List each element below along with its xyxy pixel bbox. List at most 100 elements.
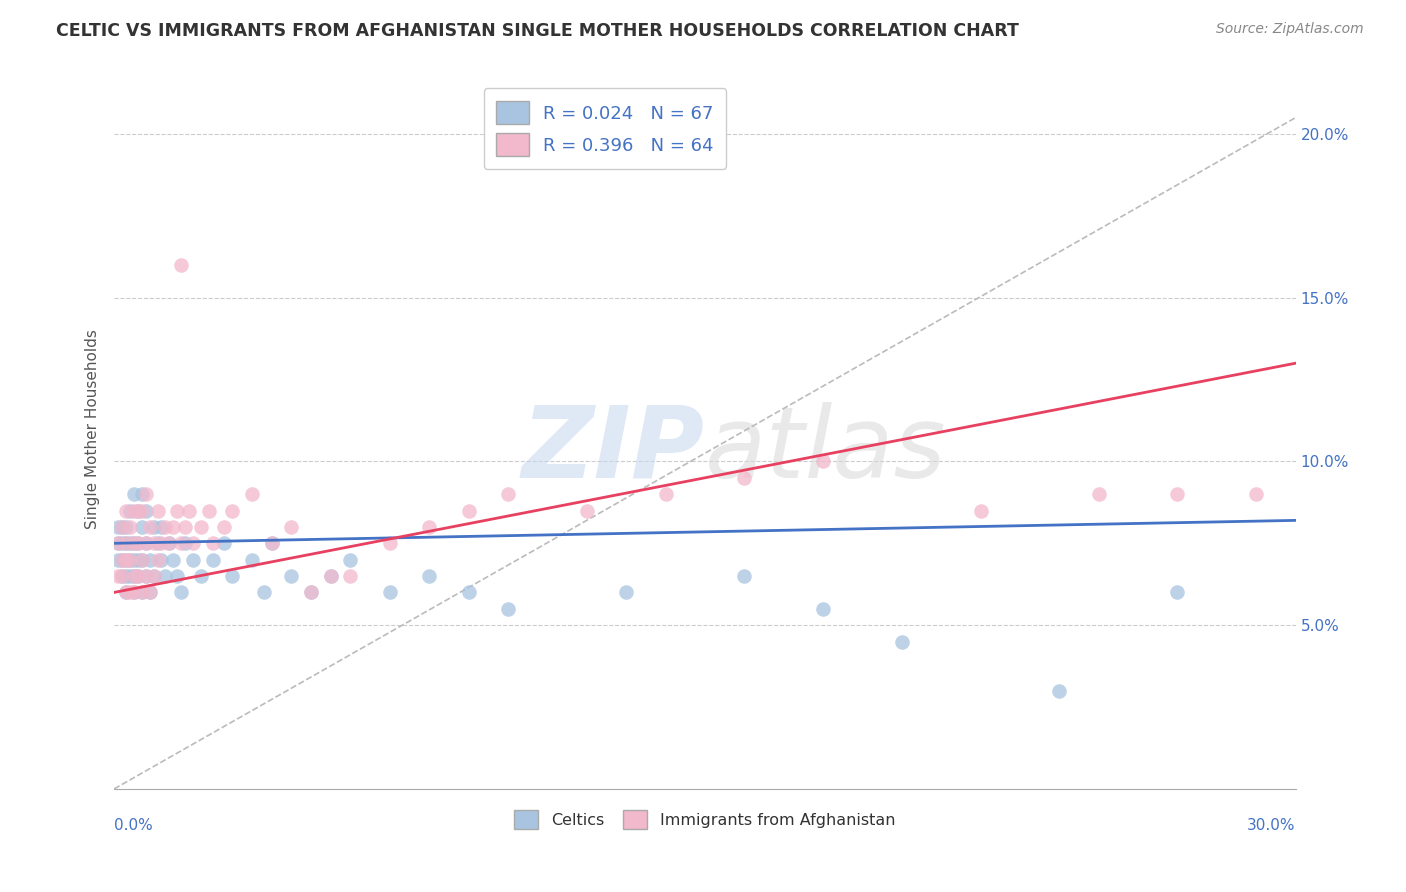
Point — [170, 585, 193, 599]
Point — [122, 569, 145, 583]
Point — [457, 503, 479, 517]
Point — [214, 520, 236, 534]
Point — [496, 487, 519, 501]
Point — [181, 552, 204, 566]
Point — [733, 569, 755, 583]
Point — [131, 520, 153, 534]
Point — [260, 536, 283, 550]
Point — [214, 536, 236, 550]
Point — [122, 503, 145, 517]
Point — [201, 552, 224, 566]
Point — [118, 552, 141, 566]
Point — [118, 503, 141, 517]
Point — [107, 569, 129, 583]
Point — [142, 569, 165, 583]
Point — [146, 552, 169, 566]
Point — [127, 569, 149, 583]
Point — [174, 536, 197, 550]
Point — [122, 487, 145, 501]
Point — [122, 552, 145, 566]
Y-axis label: Single Mother Households: Single Mother Households — [86, 329, 100, 529]
Point — [890, 634, 912, 648]
Point — [319, 569, 342, 583]
Point — [166, 569, 188, 583]
Point — [138, 520, 160, 534]
Point — [299, 585, 322, 599]
Point — [319, 569, 342, 583]
Point — [115, 552, 138, 566]
Point — [118, 569, 141, 583]
Point — [135, 536, 157, 550]
Point — [115, 585, 138, 599]
Point — [177, 503, 200, 517]
Point — [146, 536, 169, 550]
Point — [115, 520, 138, 534]
Text: ZIP: ZIP — [522, 401, 704, 499]
Point — [118, 552, 141, 566]
Point — [170, 258, 193, 272]
Point — [575, 503, 598, 517]
Point — [280, 520, 302, 534]
Point — [150, 536, 173, 550]
Point — [811, 601, 834, 615]
Point — [150, 552, 173, 566]
Point — [1244, 487, 1267, 501]
Point — [122, 585, 145, 599]
Point — [131, 503, 153, 517]
Point — [118, 520, 141, 534]
Point — [107, 536, 129, 550]
Point — [122, 569, 145, 583]
Point — [339, 569, 361, 583]
Point — [155, 569, 177, 583]
Point — [155, 520, 177, 534]
Point — [131, 552, 153, 566]
Point — [339, 552, 361, 566]
Point — [107, 552, 129, 566]
Point — [115, 536, 138, 550]
Point — [111, 520, 134, 534]
Point — [111, 552, 134, 566]
Point — [496, 601, 519, 615]
Point — [157, 536, 180, 550]
Point — [190, 520, 212, 534]
Point — [122, 536, 145, 550]
Point — [127, 503, 149, 517]
Point — [969, 503, 991, 517]
Point — [138, 585, 160, 599]
Point — [127, 536, 149, 550]
Point — [115, 585, 138, 599]
Point — [127, 536, 149, 550]
Text: atlas: atlas — [704, 401, 946, 499]
Point — [201, 536, 224, 550]
Point — [107, 520, 129, 534]
Point — [378, 585, 401, 599]
Point — [142, 569, 165, 583]
Point — [240, 552, 263, 566]
Point — [418, 520, 440, 534]
Point — [162, 520, 184, 534]
Point — [111, 536, 134, 550]
Point — [811, 454, 834, 468]
Point — [118, 585, 141, 599]
Point — [127, 552, 149, 566]
Point — [181, 536, 204, 550]
Point — [253, 585, 276, 599]
Text: CELTIC VS IMMIGRANTS FROM AFGHANISTAN SINGLE MOTHER HOUSEHOLDS CORRELATION CHART: CELTIC VS IMMIGRANTS FROM AFGHANISTAN SI… — [56, 22, 1019, 40]
Point — [221, 569, 243, 583]
Point — [135, 569, 157, 583]
Point — [157, 536, 180, 550]
Point — [111, 569, 134, 583]
Point — [174, 520, 197, 534]
Point — [111, 520, 134, 534]
Point — [457, 585, 479, 599]
Point — [197, 503, 219, 517]
Point — [146, 503, 169, 517]
Point — [138, 552, 160, 566]
Point — [190, 569, 212, 583]
Point — [1087, 487, 1109, 501]
Point — [733, 471, 755, 485]
Point — [135, 487, 157, 501]
Point — [118, 536, 141, 550]
Point — [221, 503, 243, 517]
Point — [142, 520, 165, 534]
